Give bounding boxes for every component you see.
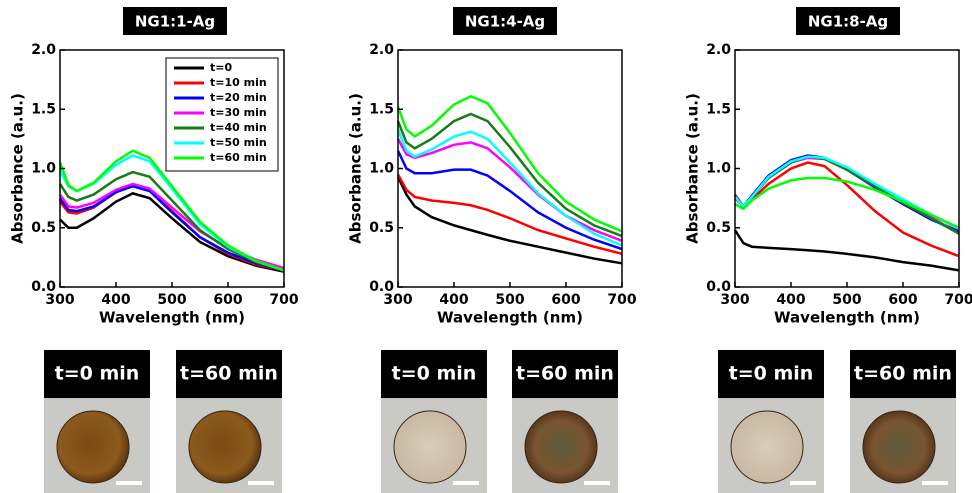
x-axis-label: Wavelength (nm): [774, 309, 920, 327]
photo-label: t=60 min: [180, 363, 278, 385]
y-tick-label: 2.0: [31, 42, 56, 58]
y-axis-label: Absorbance (a.u.): [684, 93, 702, 244]
x-tick-label: 600: [888, 292, 917, 308]
y-tick-label: 1.5: [706, 101, 731, 117]
x-tick-label: 300: [383, 292, 412, 308]
y-tick-label: 1.5: [31, 101, 56, 117]
chart-title: NG1:8-Ag: [808, 13, 888, 31]
photo-droplet: [731, 411, 803, 483]
photo-label: t=60 min: [516, 363, 614, 385]
photo-droplet: [525, 411, 597, 483]
y-tick-label: 1.0: [706, 161, 731, 177]
legend-label: t=10 min: [210, 76, 267, 89]
legend-label: t=30 min: [210, 106, 267, 119]
legend-label: t=0: [210, 61, 232, 74]
photo-droplet: [863, 411, 935, 483]
legend-label: t=50 min: [210, 136, 267, 149]
y-tick-label: 0.5: [369, 220, 394, 236]
photo-droplet: [394, 411, 466, 483]
x-tick-label: 500: [495, 292, 524, 308]
photo-label: t=0 min: [729, 363, 814, 385]
x-tick-label: 700: [944, 292, 972, 308]
series-line: [735, 230, 959, 270]
x-tick-label: 700: [269, 292, 298, 308]
x-axis-label: Wavelength (nm): [99, 309, 245, 327]
x-tick-label: 500: [157, 292, 186, 308]
scale-bar: [922, 481, 948, 485]
chart-title: NG1:1-Ag: [135, 13, 215, 31]
x-tick-label: 400: [439, 292, 468, 308]
legend-label: t=20 min: [210, 91, 267, 104]
y-tick-label: 2.0: [706, 42, 731, 58]
x-tick-label: 300: [720, 292, 749, 308]
x-tick-label: 600: [551, 292, 580, 308]
y-tick-label: 1.5: [369, 101, 394, 117]
photo-label: t=0 min: [55, 363, 140, 385]
series-line: [735, 157, 959, 229]
y-tick-label: 0.5: [706, 220, 731, 236]
scale-bar: [790, 481, 816, 485]
x-tick-label: 600: [213, 292, 242, 308]
y-tick-label: 0.5: [31, 220, 56, 236]
x-axis-label: Wavelength (nm): [437, 309, 583, 327]
photo-label: t=0 min: [392, 363, 477, 385]
scale-bar: [116, 481, 142, 485]
scale-bar: [248, 481, 274, 485]
legend-label: t=40 min: [210, 121, 267, 134]
x-tick-label: 700: [607, 292, 636, 308]
x-tick-label: 400: [101, 292, 130, 308]
photo-label: t=60 min: [854, 363, 952, 385]
photo-droplet: [189, 411, 261, 483]
x-tick-label: 400: [776, 292, 805, 308]
series-line: [60, 184, 284, 268]
legend-label: t=60 min: [210, 151, 267, 164]
y-tick-label: 2.0: [369, 42, 394, 58]
photo-droplet: [57, 411, 129, 483]
x-tick-label: 500: [832, 292, 861, 308]
scale-bar: [453, 481, 479, 485]
scale-bar: [584, 481, 610, 485]
figure: NG1:1-Ag0.00.51.01.52.0300400500600700Wa…: [0, 0, 972, 493]
y-tick-label: 1.0: [369, 161, 394, 177]
x-tick-label: 300: [45, 292, 74, 308]
chart-title: NG1:4-Ag: [465, 13, 545, 31]
y-tick-label: 1.0: [31, 161, 56, 177]
y-axis-label: Absorbance (a.u.): [9, 93, 27, 244]
y-axis-label: Absorbance (a.u.): [347, 93, 365, 244]
